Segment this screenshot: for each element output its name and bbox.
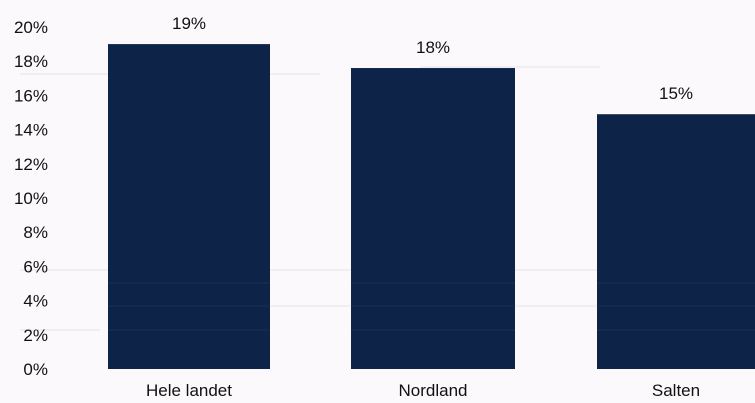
data-label: 19% xyxy=(172,14,206,33)
data-label: 18% xyxy=(416,38,450,57)
y-tick-label: 18% xyxy=(14,52,48,71)
y-tick-label: 8% xyxy=(23,223,48,242)
bar-salten xyxy=(597,114,755,370)
y-tick-label: 14% xyxy=(14,121,48,140)
y-tick-label: 16% xyxy=(14,86,48,105)
y-tick-label: 12% xyxy=(14,155,48,174)
data-label: 15% xyxy=(659,84,693,103)
y-tick-label: 20% xyxy=(14,18,48,37)
bar-nordland xyxy=(351,68,515,369)
y-tick-label: 0% xyxy=(23,360,48,379)
y-tick-label: 6% xyxy=(23,257,48,276)
category-label: Salten xyxy=(652,381,700,400)
category-label: Nordland xyxy=(399,381,468,400)
bar-hele-landet xyxy=(108,44,270,369)
y-tick-label: 2% xyxy=(23,326,48,345)
category-label: Hele landet xyxy=(146,381,232,400)
y-tick-label: 10% xyxy=(14,189,48,208)
y-tick-label: 4% xyxy=(23,292,48,311)
